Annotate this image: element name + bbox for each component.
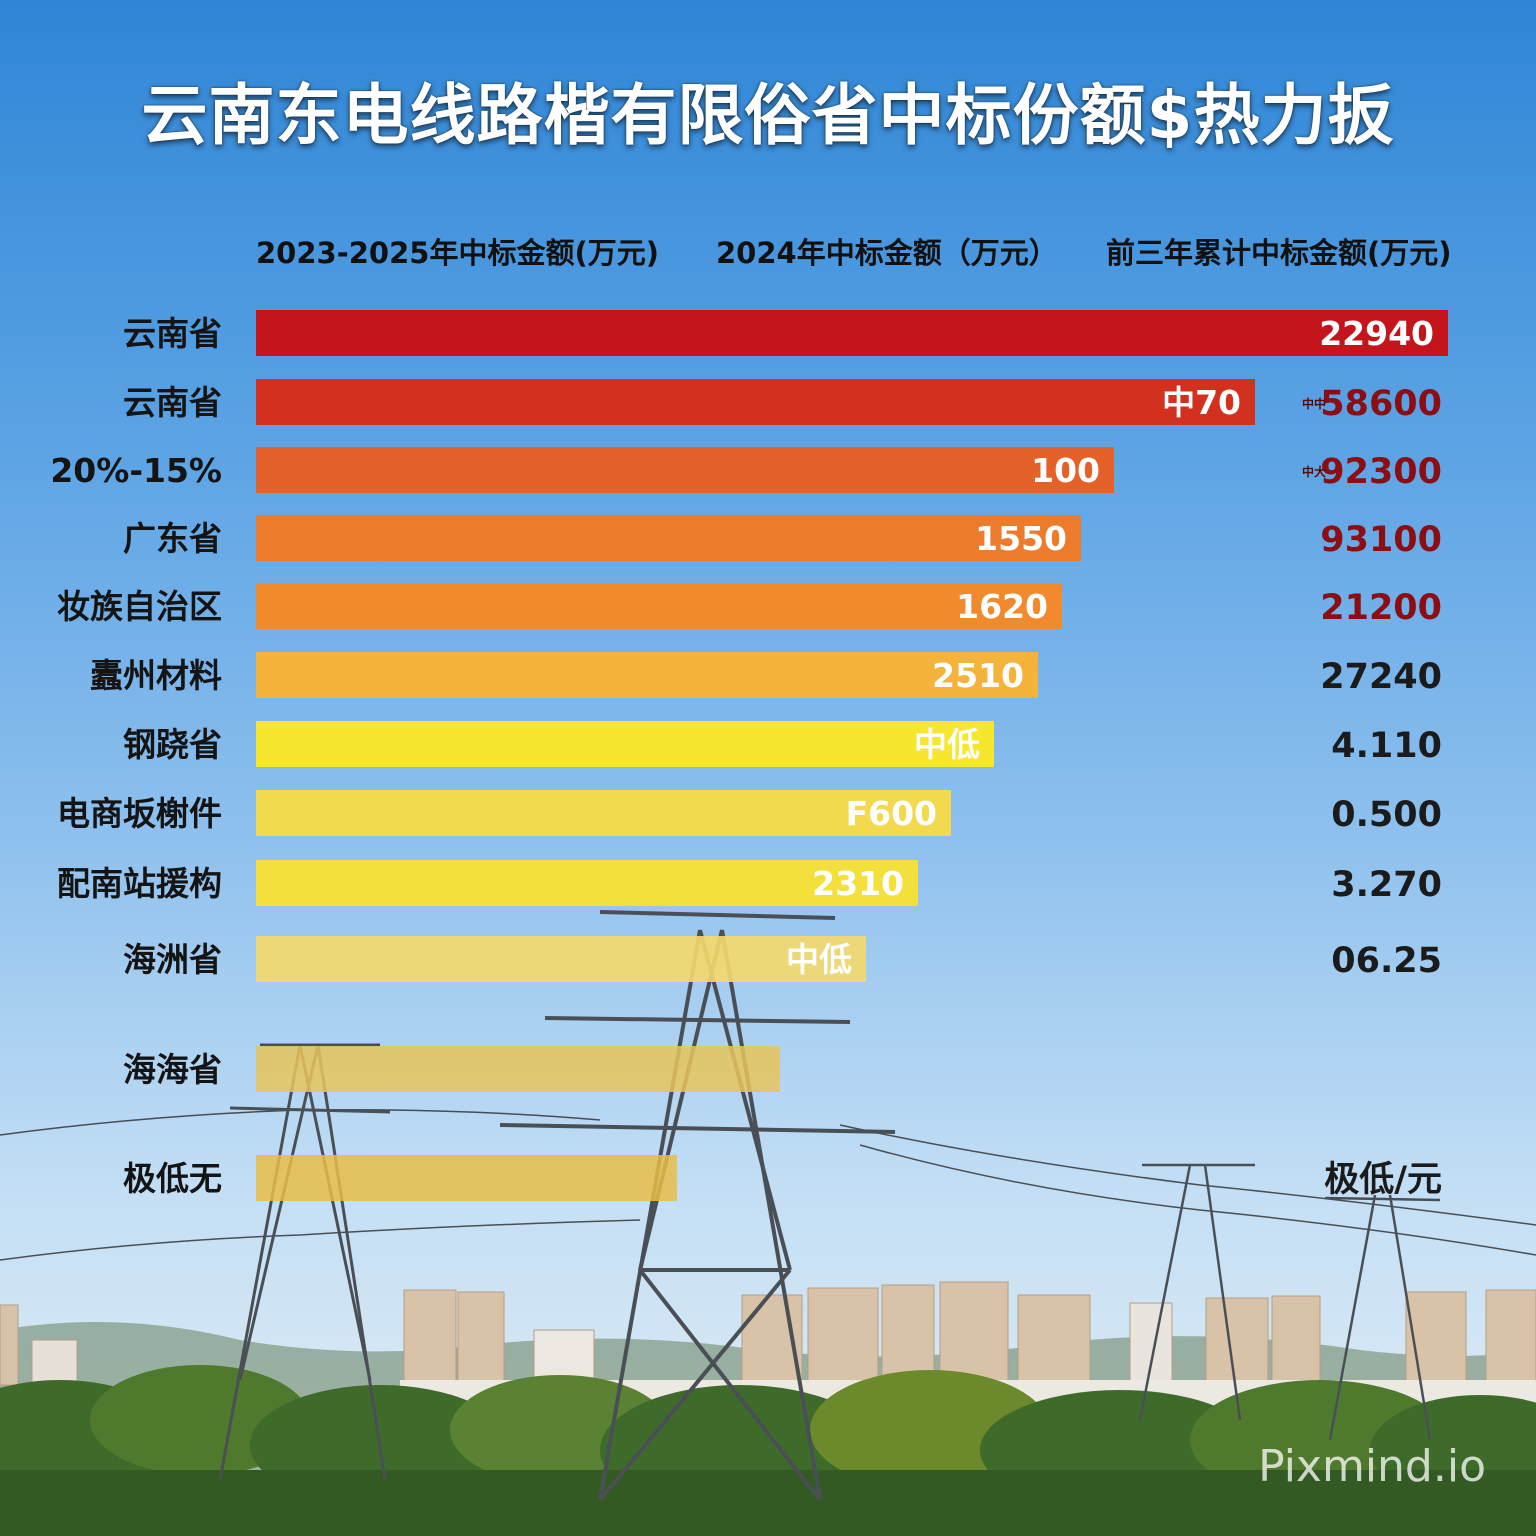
bar [256,860,918,906]
column-header-right: 前三年累计中标金额(万元) [1106,236,1452,270]
bar-value-label: 1620 [956,587,1048,626]
bar [256,447,1114,493]
bar [256,936,866,982]
bar-value-label: 1550 [975,519,1067,558]
city-buildings [0,1281,1536,1391]
bar-value-label: 中70 [1162,383,1241,422]
cumulative-value-label: 3.270 [1331,865,1442,905]
bar-value-label: 22940 [1319,314,1434,353]
category-label: 云南省 [123,383,222,422]
category-label: 钢跷省 [123,725,222,764]
bar [256,583,1062,629]
bar [256,310,1448,356]
column-header-left: 2023-2025年中标金额(万元) [256,236,659,270]
bar [256,1155,677,1201]
cumulative-value-label: 4.110 [1331,726,1442,766]
bar [256,1046,780,1092]
category-label: 云南省 [123,314,222,353]
bar [256,721,994,767]
category-label: 海洲省 [123,940,222,979]
bar-value-label: 100 [1031,451,1100,490]
bar [256,515,1081,561]
category-label: 蠹州材料 [90,656,222,695]
watermark: Pixmind.io [1258,1441,1486,1492]
category-label: 极低无 [123,1159,222,1198]
category-label: 海海省 [123,1050,222,1089]
bar-value-label: 2510 [932,656,1024,695]
category-label: 妆族自治区 [57,587,222,626]
bar-value-label: 2310 [812,864,904,903]
bar [256,790,951,836]
cumulative-value-label: 06.25 [1331,941,1442,981]
value-prefix-label: 中大 [1302,464,1326,479]
tree-line [0,1365,1536,1536]
category-label: 配南站援构 [57,864,222,903]
power-tower-left [218,1043,391,1481]
category-label: 20%-15% [50,451,222,490]
cumulative-value-label: 27240 [1320,657,1442,697]
value-prefix-label: 中中 [1302,396,1326,411]
cumulative-value-label: 21200 [1320,588,1442,628]
cumulative-value-label: 92300 [1320,452,1442,492]
category-label: 电商坂榭件 [57,794,222,833]
bar [256,652,1038,698]
column-header-middle: 2024年中标金额（万元） [716,236,1058,270]
bar-value-label: 中低 [786,940,852,979]
bar-value-label: 中低 [914,725,980,764]
category-label: 广东省 [123,519,222,558]
cumulative-value-label: 0.500 [1331,795,1442,835]
cumulative-value-label: 极低/元 [1324,1160,1442,1200]
cumulative-value-label: 58600 [1320,384,1442,424]
cumulative-value-label: 93100 [1320,520,1442,560]
bar-value-label: F600 [846,794,937,833]
power-tower-main [499,910,896,1502]
chart-title: 云南东电线路楷有限俗省中标份额$热力扳 [141,77,1395,154]
power-tower-right [1138,1163,1441,1441]
bar [256,379,1255,425]
